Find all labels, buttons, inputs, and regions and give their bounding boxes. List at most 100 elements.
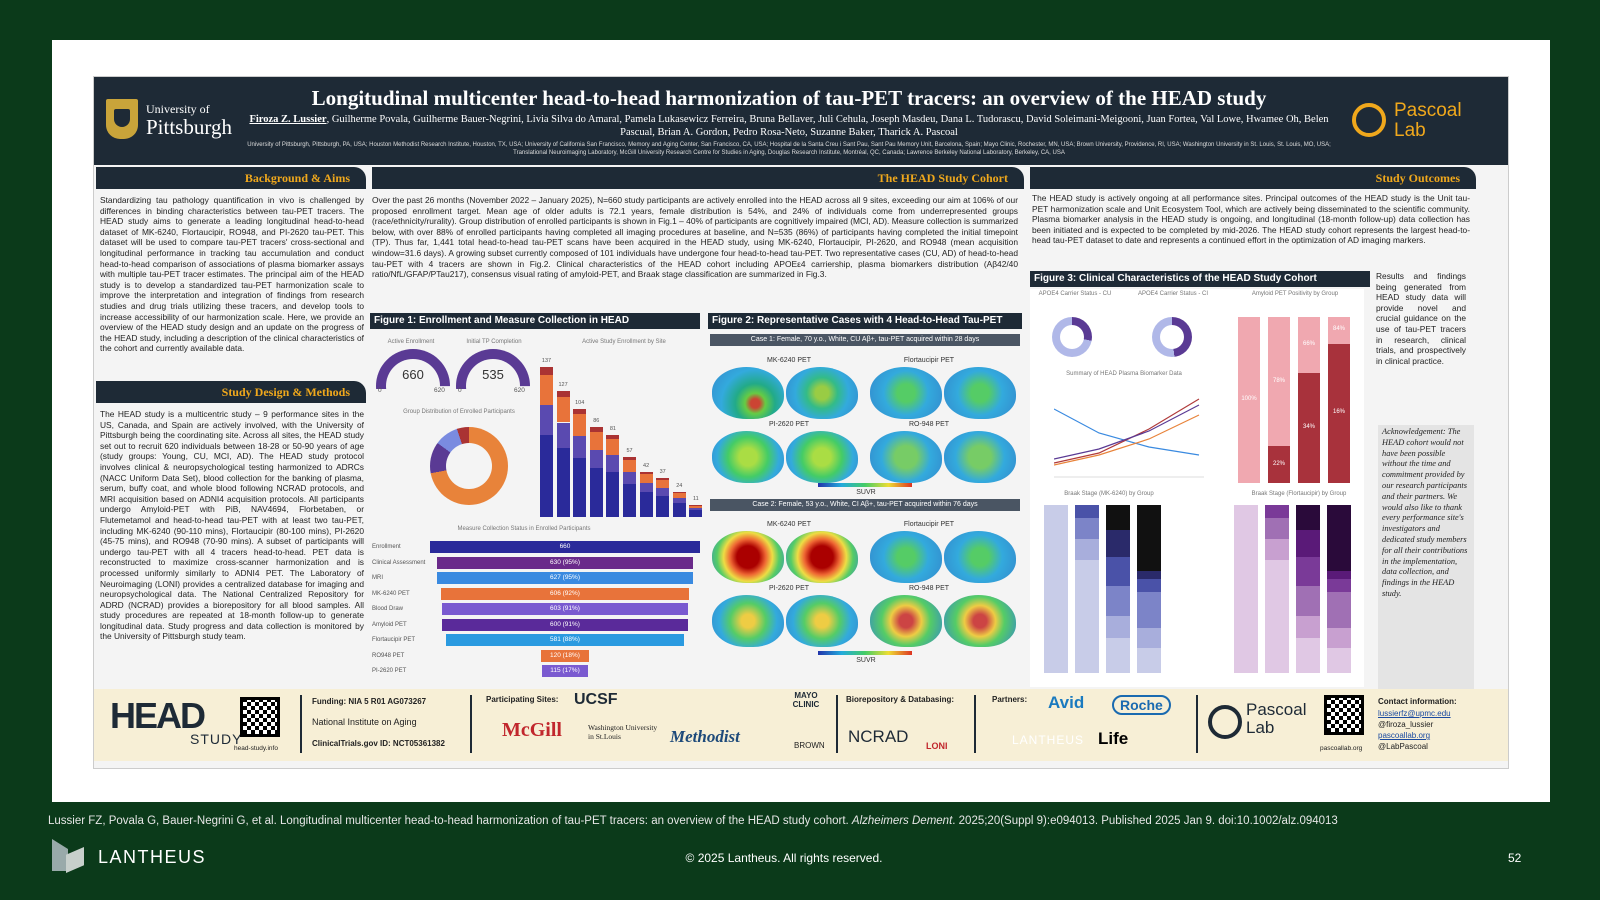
site-bar-segment: [623, 457, 636, 460]
brain-image: [712, 595, 784, 647]
outcomes-text: The HEAD study is actively ongoing at al…: [1032, 193, 1470, 246]
case2-mk-label: MK-6240 PET: [767, 521, 811, 528]
contact-twitter: @firoza_lussier: [1378, 720, 1434, 729]
braak-bar-segment: [1265, 518, 1289, 539]
contact-label: Contact information:: [1378, 697, 1457, 706]
lantheus-mark-icon: [52, 839, 68, 871]
head-url: head-study.info: [234, 745, 278, 752]
site-bar-label: 37: [659, 469, 666, 475]
braak-bar-segment: [1137, 592, 1161, 628]
amyloid-bar-negative: 84%: [1328, 317, 1350, 344]
braak-bar-segment: [1296, 505, 1320, 531]
case1-ftp-label: Flortaucipir PET: [903, 357, 955, 364]
site-bar-segment: [606, 471, 620, 517]
brown-logo: BROWN: [794, 741, 825, 750]
plasma-series-line: [1054, 414, 1200, 466]
braak-bar-segment: [1296, 637, 1320, 673]
group-dist-label: Group Distribution of Enrolled Participa…: [403, 409, 515, 415]
pascoal-lab-icon: [1352, 103, 1386, 137]
nih: National Institute on Aging: [312, 717, 417, 727]
braak-bar-segment: [1106, 585, 1130, 616]
background-heading: Background & Aims: [96, 167, 366, 189]
site-bar-segment: [573, 457, 587, 517]
poster: University of Pittsburgh Longitudinal mu…: [93, 76, 1509, 769]
washu-logo: Washington University in St.Louis: [588, 723, 658, 741]
biorepository-label: Biorepository & Databasing:: [846, 695, 955, 704]
site-bar-segment: [556, 397, 570, 423]
brain-image: [870, 595, 942, 647]
measure-bar: 600 (91%): [442, 618, 688, 631]
author-list: Firoza Z. Lussier, Guilherme Povala, Gui…: [244, 113, 1334, 139]
case1-pi-label: PI-2620 PET: [768, 421, 810, 428]
amyloid-bar-positive: 22%: [1268, 446, 1290, 483]
poster-title: Longitudinal multicenter head-to-head ha…: [311, 86, 1267, 110]
braak-bar-segment: [1075, 518, 1099, 539]
site-bar-segment: [540, 367, 553, 375]
measure-label: MK-6240 PET: [372, 590, 410, 597]
braak-bar-segment: [1265, 538, 1289, 561]
poster-footer: HEAD STUDY head-study.info Funding: NIA …: [94, 689, 1508, 761]
outcomes-heading: Study Outcomes: [1030, 167, 1476, 189]
lab-name-2: Lab: [1394, 120, 1426, 141]
measure-bar: 627 (95%): [436, 572, 694, 584]
fig1-title: Figure 1: Enrollment and Measure Collect…: [370, 313, 700, 329]
footer-lab-name-1: Pascoal: [1246, 700, 1307, 719]
avid-logo: Avid: [1048, 693, 1085, 712]
affiliations: University of Pittsburgh, Pittsburgh, PA…: [247, 142, 1331, 156]
citation: Lussier FZ, Povala G, Bauer-Negrini G, e…: [48, 815, 1548, 827]
methodist-logo: Methodist: [670, 727, 740, 746]
contact-email-link[interactable]: lussierfz@upmc.edu: [1378, 709, 1451, 718]
suvr-label: SUVR: [856, 489, 876, 496]
divider: [300, 695, 302, 753]
site-bar-label: 127: [558, 382, 568, 388]
case1-mk-label: MK-6240 PET: [767, 357, 811, 364]
univ-of: University of: [146, 102, 210, 116]
brain-image: [870, 431, 942, 483]
case2-pi-label: PI-2620 PET: [768, 585, 810, 592]
apoe-ci-label: APOE4 Carrier Status - CI: [1137, 291, 1209, 297]
brain-image: [870, 531, 942, 583]
measure-bar: 581 (88%): [446, 634, 684, 646]
tp-min: 0: [458, 387, 462, 394]
poster-header: University of Pittsburgh Longitudinal mu…: [94, 77, 1508, 165]
measure-bar: 603 (91%): [442, 603, 688, 615]
site-enrollment-label: Active Study Enrollment by Site: [582, 339, 666, 345]
braak-bar-segment: [1106, 615, 1130, 638]
braak-bar-segment: [1106, 530, 1130, 558]
funding: Funding: NIA 5 R01 AG073267: [312, 697, 427, 706]
brain-image: [712, 431, 784, 483]
site-bar-segment: [656, 479, 670, 488]
case1-bar: Case 1: Female, 70 y.o., White, CU Aβ+, …: [710, 334, 1020, 346]
site-bar-segment: [639, 474, 653, 484]
pitt-logo: University of Pittsburgh: [106, 99, 246, 143]
site-bar-segment: [623, 484, 636, 517]
cohort-heading: The HEAD Study Cohort: [372, 167, 1024, 189]
measure-bar: 115 (17%): [542, 665, 588, 677]
lab-qr-code: [1324, 695, 1364, 735]
site-bar-segment: [672, 491, 686, 493]
active-enrollment-label: Active Enrollment: [387, 339, 435, 345]
plasma-series-line: [1054, 404, 1200, 460]
cohort-text: Over the past 26 months (November 2022 –…: [372, 195, 1018, 280]
brain-image: [944, 431, 1016, 483]
measure-label: Enrollment: [372, 544, 401, 550]
site-bar-segment: [656, 478, 670, 480]
lab-site-link[interactable]: pascoallab.org: [1378, 731, 1431, 740]
braak-bar-segment: [1296, 530, 1320, 558]
site-bar-label: 86: [593, 418, 600, 424]
plasma-line-chart: [1054, 398, 1204, 478]
loni-logo: LONI: [926, 741, 948, 751]
site-bar-label: 24: [676, 482, 683, 489]
site-bar-segment: [623, 460, 636, 472]
site-bar-segment: [556, 391, 570, 398]
pitt-shield-icon: [106, 99, 138, 139]
braak-bar-segment: [1234, 505, 1258, 673]
brain-image: [944, 595, 1016, 647]
braak-bar-segment: [1265, 560, 1289, 673]
braak-bar-segment: [1137, 505, 1161, 571]
case1-ro-label: RO-948 PET: [908, 421, 950, 428]
brain-image: [944, 531, 1016, 583]
braak-bar-segment: [1137, 627, 1161, 648]
braak-bar-segment: [1106, 505, 1130, 531]
site-bar-segment: [573, 436, 587, 458]
